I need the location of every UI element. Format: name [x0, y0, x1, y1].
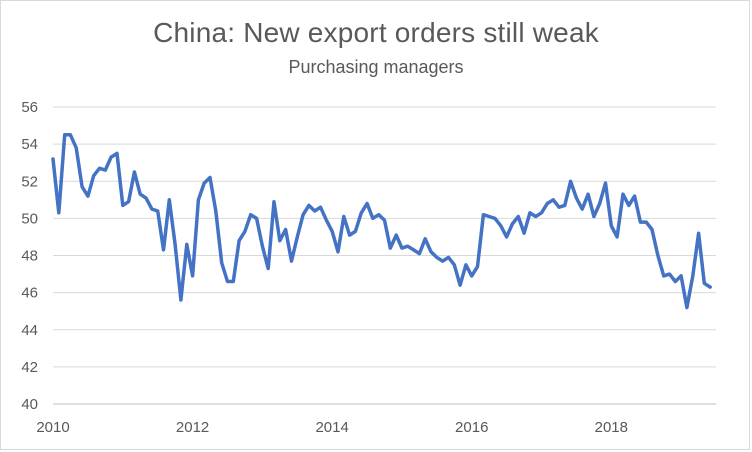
y-tick-label-50: 50: [21, 210, 38, 227]
x-tick-label-2016: 2016: [455, 419, 488, 436]
y-tick-label-40: 40: [21, 396, 38, 413]
y-tick-label-48: 48: [21, 248, 38, 265]
y-tick-label-42: 42: [21, 359, 38, 376]
x-tick-label-2012: 2012: [176, 419, 209, 436]
chart-subtitle: Purchasing managers: [288, 57, 464, 77]
x-tick-label-2018: 2018: [595, 419, 628, 436]
y-tick-label-56: 56: [21, 99, 38, 116]
x-tick-label-2014: 2014: [315, 419, 348, 436]
series-line-1: [51, 133, 712, 310]
y-tick-label-46: 46: [21, 285, 38, 302]
y-tick-label-44: 44: [21, 322, 38, 339]
y-tick-label-54: 54: [21, 136, 38, 153]
x-tick-label-2010: 2010: [36, 419, 69, 436]
chart-title: China: New export orders still weak: [153, 17, 599, 48]
y-tick-label-52: 52: [21, 173, 38, 190]
